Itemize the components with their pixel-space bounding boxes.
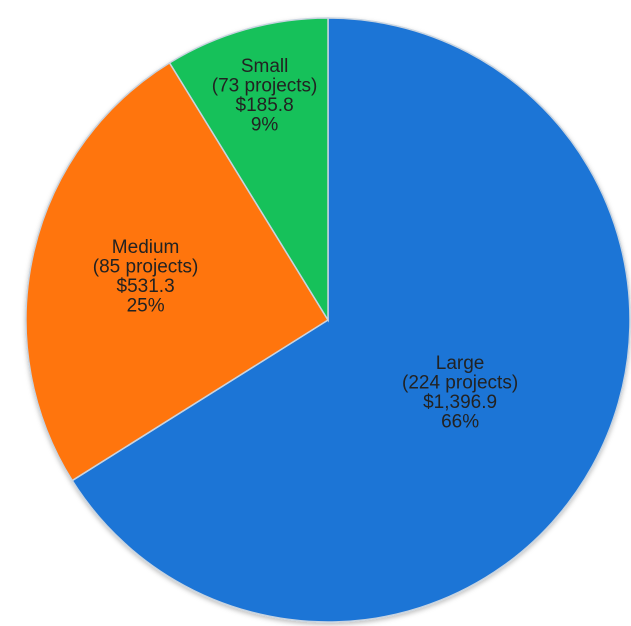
- pie-label-medium-count: (85 projects): [93, 257, 199, 278]
- pie-label-large: Large(224 projects)$1,396.966%: [402, 353, 518, 433]
- pie-labels: Large(224 projects)$1,396.966% Medium(85 …: [93, 56, 518, 432]
- pie-slices: [25, 17, 631, 623]
- pie-label-small: Small(73 projects)$185.89%: [212, 56, 318, 136]
- pie-slice-small: [168, 17, 329, 323]
- pie-label-small-count: (73 projects): [212, 76, 318, 97]
- pie-label-large-count: (224 projects): [402, 372, 518, 393]
- pie-slice-medium: [25, 61, 330, 482]
- pie-label-small-name: Small: [241, 56, 289, 77]
- pie-label-medium: Medium(85 projects)$531.325%: [93, 237, 199, 317]
- pie-label-small-percent: 9%: [251, 115, 279, 136]
- pie-label-large-percent: 66%: [441, 411, 479, 432]
- pie-label-small-amount: $185.8: [236, 95, 294, 116]
- pie-label-large-amount: $1,396.9: [423, 392, 497, 413]
- pie-label-medium-amount: $531.3: [117, 276, 175, 297]
- pie-label-medium-percent: 25%: [127, 296, 165, 317]
- pie-label-large-name: Large: [436, 353, 485, 374]
- pie-label-medium-name: Medium: [112, 237, 180, 258]
- pie-slice-large: [71, 17, 631, 623]
